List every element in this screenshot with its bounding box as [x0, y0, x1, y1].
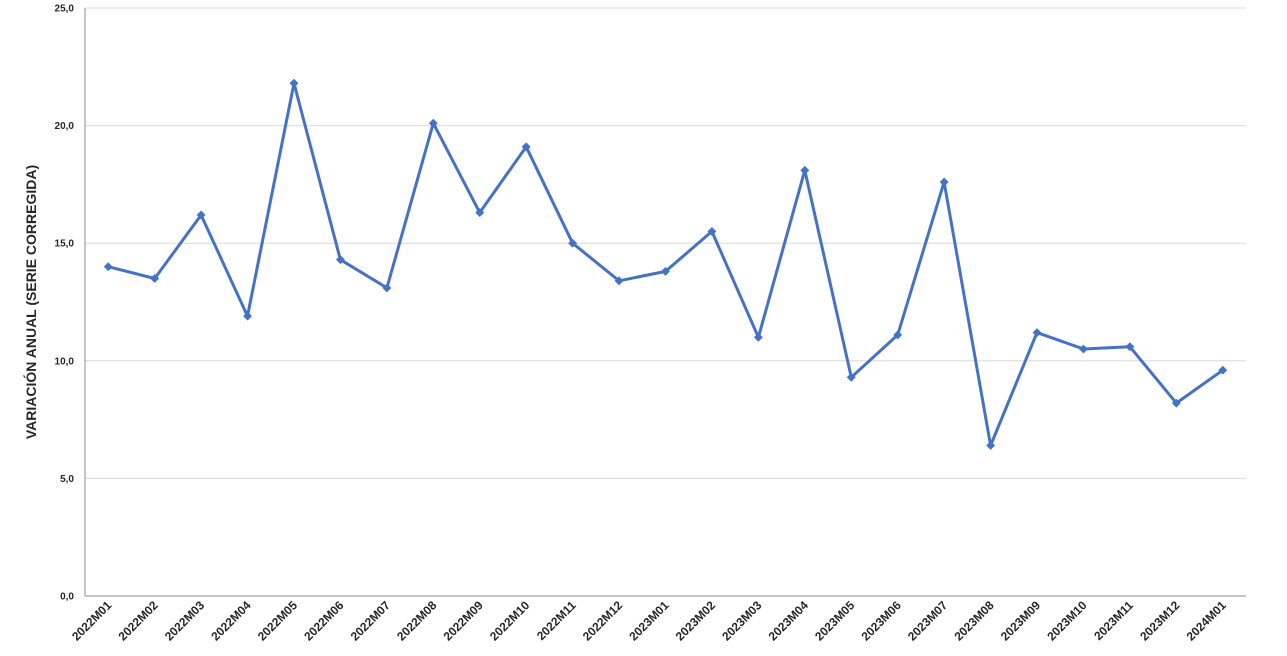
y-tick-label: 10,0: [55, 356, 75, 367]
series-line: [106, 81, 1225, 447]
data-point: [753, 332, 763, 342]
data-point: [660, 266, 671, 276]
x-tick-label: 2022M09: [441, 598, 487, 644]
x-tick-label: 2022M06: [301, 598, 347, 644]
y-tick-labels: 0,0 5,0 10,0 15,0 20,0 25,0: [55, 4, 75, 603]
x-tick-label: 2023M02: [673, 598, 719, 644]
data-point: [986, 440, 996, 451]
data-point: [335, 255, 345, 265]
y-tick-label: 20,0: [55, 121, 75, 132]
data-point: [382, 283, 392, 293]
y-tick-label: 15,0: [55, 239, 75, 250]
data-point: [568, 238, 578, 248]
y-tick-label: 5,0: [60, 474, 74, 485]
data-point: [707, 226, 717, 236]
data-point: [1171, 398, 1181, 408]
data-point: [103, 262, 113, 272]
gridlines: [85, 7, 1246, 479]
data-point: [846, 372, 856, 382]
data-point: [614, 276, 624, 286]
data-point: [1125, 342, 1135, 352]
x-tick-label: 2023M11: [1091, 598, 1136, 643]
series: [103, 78, 1228, 451]
data-point: [1078, 344, 1089, 354]
data-point: [893, 330, 903, 340]
x-tick-labels: 2022M01 2022M02 2022M03 2022M04 2022M05 2022M…: [69, 598, 1229, 644]
axes: [84, 8, 1246, 597]
x-tick-label: 2022M08: [394, 598, 440, 644]
x-tick-label: 2022M12: [580, 598, 626, 644]
data-point: [150, 273, 160, 284]
data-point: [242, 311, 253, 321]
data-point: [939, 177, 949, 187]
x-tick-label: 2022M11: [534, 598, 579, 643]
x-tick-label: 2023M10: [1044, 598, 1090, 644]
x-tick-label: 2023M08: [951, 598, 997, 644]
x-tick-label: 2022M03: [162, 598, 208, 644]
y-axis-label: VARIACIÓN ANUAL (SERIE CORREGIDA): [22, 165, 39, 439]
x-tick-label: 2023M05: [812, 598, 858, 644]
data-point: [428, 118, 438, 128]
x-tick-label: 2023M01: [626, 598, 672, 644]
x-tick-label: 2022M07: [348, 598, 394, 644]
x-tick-label: 2023M06: [859, 598, 905, 644]
data-point: [289, 78, 299, 88]
data-point: [800, 165, 810, 175]
x-tick-label: 2023M04: [766, 598, 812, 644]
data-point: [1218, 365, 1228, 375]
x-tick-label: 2022M05: [255, 598, 301, 644]
x-tick-label: 2022M01: [69, 598, 115, 644]
y-tick-label: 25,0: [55, 4, 75, 15]
x-tick-label: 2023M07: [905, 598, 951, 644]
data-point: [196, 210, 206, 220]
x-tick-label: 2023M12: [1137, 598, 1183, 644]
x-tick-label: 2022M10: [487, 598, 533, 644]
y-tick-label: 0,0: [60, 592, 74, 603]
x-tick-label: 2024M01: [1184, 598, 1230, 644]
x-tick-label: 2022M04: [208, 598, 254, 644]
x-tick-label: 2023M09: [998, 598, 1044, 644]
x-tick-label: 2023M03: [719, 598, 765, 644]
data-point: [521, 142, 531, 152]
data-point: [1032, 328, 1042, 338]
data-point: [475, 208, 485, 218]
x-tick-label: 2022M02: [115, 598, 161, 644]
